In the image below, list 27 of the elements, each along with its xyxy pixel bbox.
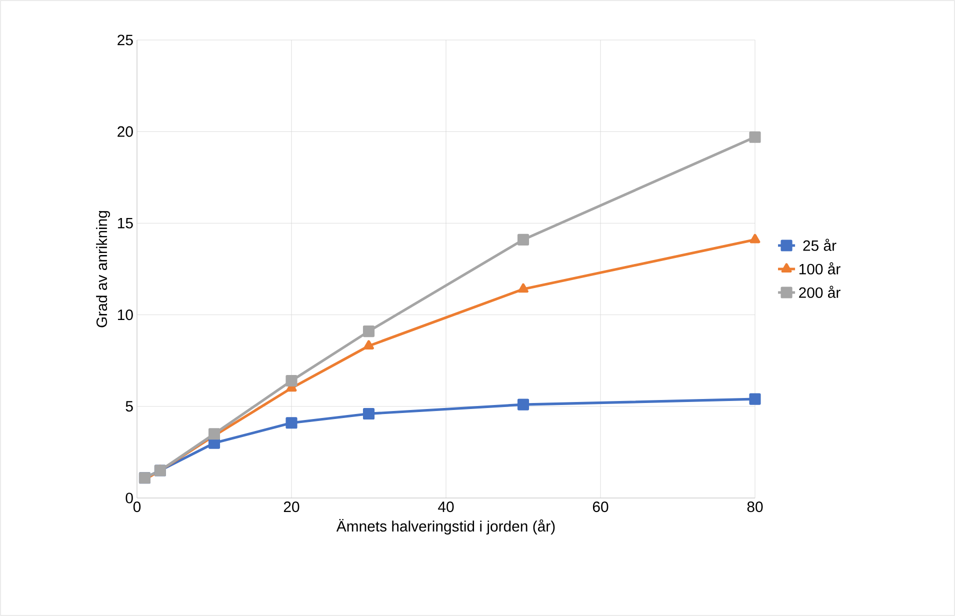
y-tick-label: 10 bbox=[118, 310, 133, 320]
point bbox=[749, 131, 761, 143]
point bbox=[518, 283, 528, 293]
point bbox=[517, 234, 530, 246]
y-tick-label: 0 bbox=[126, 492, 133, 504]
legend-label: 25 år bbox=[803, 238, 836, 251]
y-tick-label: 25 bbox=[118, 34, 133, 46]
y-tick-label: 15 bbox=[118, 218, 133, 228]
point bbox=[364, 340, 374, 350]
point bbox=[286, 374, 298, 387]
point bbox=[749, 393, 761, 405]
y-tick-label: 20 bbox=[118, 126, 133, 137]
x-axis-title: Ämnets halveringstid i jorden (år) bbox=[336, 518, 555, 535]
legend-label: 100 år bbox=[799, 262, 840, 274]
point bbox=[517, 398, 530, 410]
x-tick-label: 60 bbox=[592, 502, 608, 512]
x-tick-label: 0 bbox=[133, 502, 141, 512]
y-axis-title: Grad av anrikning bbox=[96, 211, 110, 328]
point bbox=[362, 408, 375, 420]
point bbox=[362, 326, 375, 338]
point bbox=[750, 234, 760, 244]
x-tick-label: 80 bbox=[747, 502, 763, 512]
x-tick-label: 20 bbox=[284, 502, 300, 512]
legend-label: 200 år bbox=[799, 286, 840, 298]
x-tick-label: 40 bbox=[438, 502, 454, 512]
point bbox=[286, 417, 298, 429]
y-tick-label: 5 bbox=[126, 401, 133, 412]
